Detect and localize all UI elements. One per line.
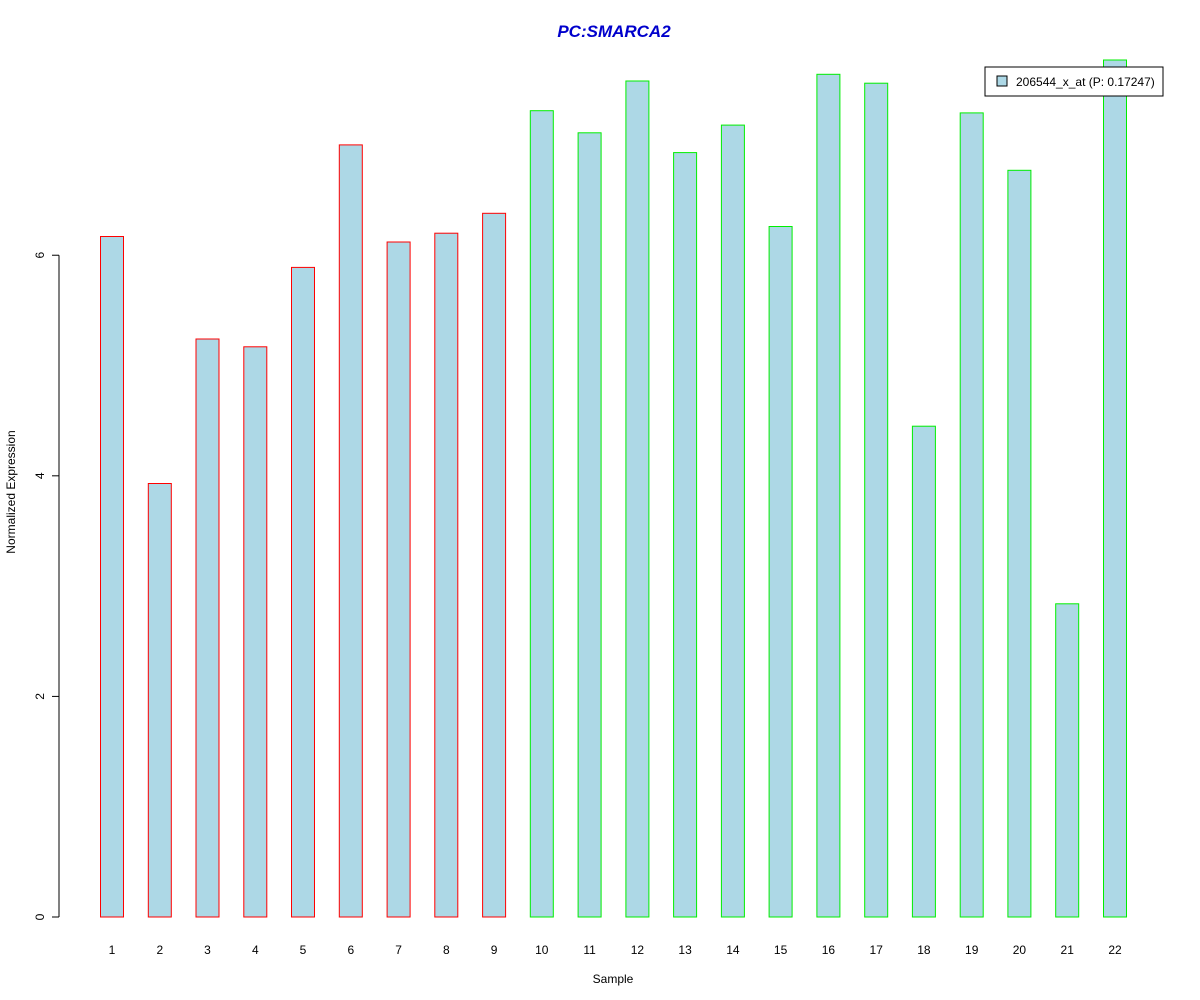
x-tick-label: 11 bbox=[583, 943, 596, 957]
y-tick-label: 6 bbox=[33, 252, 47, 259]
x-tick-label: 7 bbox=[395, 943, 402, 957]
legend-box bbox=[984, 66, 1164, 97]
y-tick-label: 4 bbox=[33, 472, 47, 479]
bar-sample-9 bbox=[482, 212, 507, 918]
x-tick-label: 16 bbox=[822, 943, 836, 957]
bar-sample-7 bbox=[386, 241, 411, 918]
bar-sample-15 bbox=[768, 226, 793, 918]
x-tick-label: 13 bbox=[678, 943, 692, 957]
bars-group bbox=[100, 59, 1127, 918]
legend-entry-label: 206544_x_at (P: 0.17247) bbox=[1016, 75, 1155, 89]
bar-sample-3 bbox=[195, 338, 220, 918]
bar-sample-20 bbox=[1007, 169, 1032, 918]
bar-sample-17 bbox=[864, 82, 889, 918]
bar-sample-4 bbox=[243, 346, 268, 918]
bar-sample-13 bbox=[673, 152, 698, 918]
bar-sample-2 bbox=[147, 483, 172, 918]
chart-title: PC:SMARCA2 bbox=[557, 22, 671, 41]
bar-sample-14 bbox=[720, 124, 745, 918]
x-tick-label: 18 bbox=[917, 943, 931, 957]
bar-sample-11 bbox=[577, 132, 602, 918]
legend: 206544_x_at (P: 0.17247) bbox=[984, 66, 1164, 97]
x-tick-label: 17 bbox=[870, 943, 884, 957]
y-axis: 0 2 4 6 bbox=[33, 252, 60, 920]
bar-sample-21 bbox=[1055, 603, 1080, 918]
y-tick-label: 0 bbox=[33, 913, 47, 920]
x-axis-label: Sample bbox=[593, 972, 634, 986]
x-tick-label: 1 bbox=[109, 943, 116, 957]
bar-sample-12 bbox=[625, 80, 650, 918]
x-tick-label: 2 bbox=[156, 943, 163, 957]
x-tick-label: 19 bbox=[965, 943, 979, 957]
x-tick-label: 14 bbox=[726, 943, 740, 957]
x-tick-label: 4 bbox=[252, 943, 259, 957]
bar-sample-19 bbox=[959, 112, 984, 918]
bar-sample-1 bbox=[100, 236, 124, 918]
x-tick-label: 12 bbox=[631, 943, 645, 957]
x-tick-label: 10 bbox=[535, 943, 549, 957]
x-tick-label: 6 bbox=[347, 943, 354, 957]
bar-sample-16 bbox=[816, 73, 841, 918]
x-tick-label: 20 bbox=[1013, 943, 1027, 957]
x-tick-label: 5 bbox=[300, 943, 307, 957]
bar-sample-18 bbox=[911, 425, 936, 918]
bar-sample-8 bbox=[434, 232, 459, 918]
x-tick-label: 3 bbox=[204, 943, 211, 957]
y-axis-label: Normalized Expression bbox=[4, 430, 18, 553]
x-tick-label: 8 bbox=[443, 943, 450, 957]
y-tick-label: 2 bbox=[33, 693, 47, 700]
bar-sample-5 bbox=[291, 266, 315, 918]
x-tick-label: 9 bbox=[491, 943, 498, 957]
bar-sample-22 bbox=[1103, 59, 1127, 918]
x-tick-label: 15 bbox=[774, 943, 788, 957]
bar-sample-6 bbox=[338, 144, 363, 918]
x-tick-labels: 1 2 3 4 5 6 7 8 9 10 11 12 13 14 15 16 17 18 19 20 21 22 bbox=[109, 943, 1122, 957]
bar-sample-10 bbox=[529, 110, 554, 918]
x-tick-label: 21 bbox=[1061, 943, 1075, 957]
x-tick-label: 22 bbox=[1108, 943, 1122, 957]
legend-swatch bbox=[996, 75, 1008, 87]
